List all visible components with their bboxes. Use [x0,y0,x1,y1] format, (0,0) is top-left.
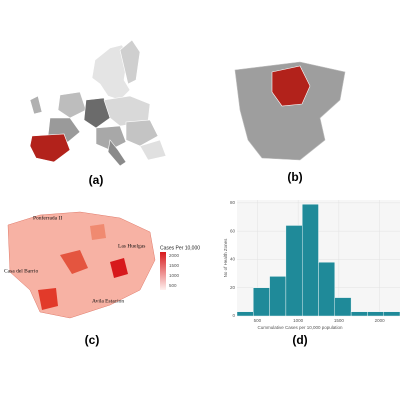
bar [334,297,352,317]
x-tick-label: 1000 [293,318,304,323]
y-tick-label: 40 [230,257,236,262]
bar [302,204,319,317]
panel-label: (d) [292,333,307,347]
region-map [7,211,166,319]
bar [253,287,270,317]
bar [269,276,287,317]
legend-tick: 1000 [169,273,180,278]
legend-tick: 2000 [169,253,180,258]
y-tick-label: 0 [232,313,235,318]
map-label: Casa del Barrio [4,268,38,274]
bar [367,311,384,317]
bar [383,311,400,317]
x-tick-label: 500 [254,318,262,323]
bar [285,225,303,317]
map-label: Las Huelgas [118,243,145,249]
legend-tick: 1500 [169,263,180,268]
panel-label: (a) [89,173,104,187]
y-tick-label: 80 [230,200,236,205]
x-tick-label: 2000 [375,318,386,323]
europe-map [29,39,167,167]
legend-tick: 500 [169,283,177,288]
map-label: Avila Estacion [92,298,124,304]
spain-map [234,61,346,161]
bar [318,262,335,317]
panel-label: (b) [287,170,302,184]
bar [236,311,254,317]
y-tick-label: 60 [230,228,236,233]
map-label: Ponferrada II [33,214,62,221]
y-tick-label: 20 [230,285,236,290]
x-tick-label: 1500 [334,318,345,323]
panel-label: (c) [85,333,100,347]
legend-title: Cases Per 10,000 [160,245,200,251]
x-axis-label: Cummulative Cases per 10,000 population [257,325,343,330]
y-axis-label: No of Health Zones [223,238,228,278]
bar [350,311,368,317]
